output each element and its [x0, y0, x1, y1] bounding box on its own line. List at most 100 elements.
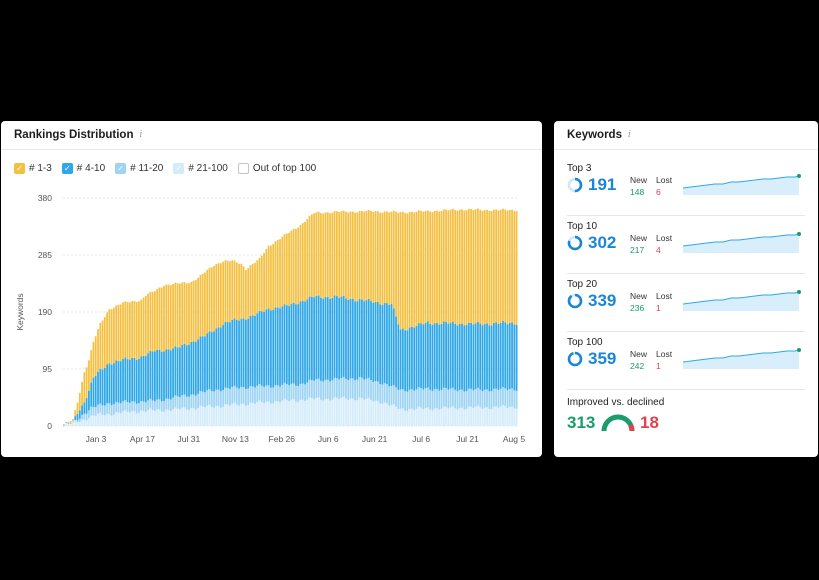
bar-segment-21-100[interactable] — [445, 406, 447, 426]
bar-segment-1-3[interactable] — [208, 267, 211, 332]
bar-segment-4-10[interactable] — [74, 416, 77, 420]
bar-segment-4-10[interactable] — [185, 345, 188, 397]
bar-segment-11-20[interactable] — [424, 388, 427, 408]
bar-segment-11-20[interactable] — [251, 386, 254, 403]
bar-segment-11-20[interactable] — [479, 389, 482, 408]
bar-segment-11-20[interactable] — [433, 389, 436, 409]
bar-segment-4-10[interactable] — [279, 308, 281, 387]
bar-segment-21-100[interactable] — [479, 407, 482, 426]
bar-segment-1-3[interactable] — [488, 211, 491, 326]
bar-segment-11-20[interactable] — [158, 399, 161, 410]
bar-segment-11-20[interactable] — [167, 398, 170, 410]
bar-segment-4-10[interactable] — [190, 341, 193, 395]
bar-segment-4-10[interactable] — [144, 356, 147, 403]
bar-segment-11-20[interactable] — [442, 387, 445, 407]
bar-segment-11-20[interactable] — [347, 380, 350, 400]
bar-segment-21-100[interactable] — [381, 403, 384, 426]
keywords-row-top100[interactable]: Top 100 359 New Lost 242 1 — [567, 331, 805, 390]
bar-segment-21-100[interactable] — [222, 406, 225, 426]
bar-segment-21-100[interactable] — [420, 407, 422, 426]
bar-segment-4-10[interactable] — [454, 323, 457, 390]
bar-segment-4-10[interactable] — [445, 322, 447, 389]
bar-segment-11-20[interactable] — [176, 396, 179, 409]
bar-segment-21-100[interactable] — [131, 410, 134, 426]
bar-segment-4-10[interactable] — [370, 301, 372, 380]
bar-segment-4-10[interactable] — [260, 311, 263, 386]
bar-segment-4-10[interactable] — [429, 323, 432, 390]
bar-segment-1-3[interactable] — [174, 282, 177, 347]
bar-segment-1-3[interactable] — [447, 210, 450, 324]
bar-segment-11-20[interactable] — [349, 378, 352, 399]
bar-segment-21-100[interactable] — [404, 410, 407, 426]
bar-segment-1-3[interactable] — [342, 210, 345, 296]
bar-segment-4-10[interactable] — [492, 322, 495, 389]
bar-segment-4-10[interactable] — [92, 377, 95, 407]
bar-segment-21-100[interactable] — [140, 410, 143, 426]
bar-segment-4-10[interactable] — [363, 301, 366, 380]
bar-segment-21-100[interactable] — [486, 407, 488, 426]
bar-segment-1-3[interactable] — [217, 263, 220, 328]
bar-segment-1-3[interactable] — [81, 381, 83, 406]
bar-segment-1-3[interactable] — [465, 210, 468, 326]
bar-segment-1-3[interactable] — [206, 269, 209, 334]
bar-segment-1-3[interactable] — [306, 219, 309, 300]
bar-segment-1-3[interactable] — [461, 209, 463, 324]
bar-segment-11-20[interactable] — [504, 388, 507, 407]
bar-segment-1-3[interactable] — [238, 263, 240, 321]
bar-segment-1-3[interactable] — [340, 211, 343, 297]
bar-segment-4-10[interactable] — [456, 325, 459, 392]
bar-segment-21-100[interactable] — [472, 407, 475, 426]
bar-segment-11-20[interactable] — [101, 405, 104, 415]
bar-segment-21-100[interactable] — [336, 397, 338, 426]
bar-segment-21-100[interactable] — [470, 406, 472, 426]
bar-segment-1-3[interactable] — [151, 291, 154, 352]
bar-segment-11-20[interactable] — [78, 418, 81, 423]
bar-segment-4-10[interactable] — [461, 323, 463, 390]
bar-segment-4-10[interactable] — [333, 295, 336, 378]
bar-segment-1-3[interactable] — [452, 208, 454, 322]
bar-segment-11-20[interactable] — [90, 406, 93, 416]
bar-segment-1-3[interactable] — [399, 212, 402, 330]
bar-segment-21-100[interactable] — [138, 412, 140, 426]
bar-segment-4-10[interactable] — [229, 322, 231, 389]
bar-segment-21-100[interactable] — [219, 407, 222, 426]
bar-segment-21-100[interactable] — [322, 400, 325, 426]
bar-segment-1-3[interactable] — [383, 211, 386, 303]
bar-segment-1-3[interactable] — [117, 304, 120, 361]
bar-segment-4-10[interactable] — [140, 356, 143, 401]
bar-segment-21-100[interactable] — [392, 404, 395, 426]
bar-segment-1-3[interactable] — [235, 262, 238, 321]
bar-segment-11-20[interactable] — [470, 388, 472, 407]
bar-segment-1-3[interactable] — [497, 210, 500, 324]
bar-segment-21-100[interactable] — [490, 409, 493, 426]
bar-segment-21-100[interactable] — [292, 399, 295, 426]
legend-item-top100[interactable]: ✓ # 21-100 — [173, 163, 228, 174]
bar-segment-1-3[interactable] — [210, 267, 213, 333]
bar-segment-1-3[interactable] — [290, 230, 293, 304]
bar-segment-1-3[interactable] — [188, 283, 190, 345]
bar-segment-11-20[interactable] — [297, 386, 300, 402]
bar-segment-21-100[interactable] — [433, 408, 436, 426]
bar-segment-21-100[interactable] — [267, 401, 270, 426]
bar-segment-11-20[interactable] — [440, 389, 443, 409]
bar-segment-4-10[interactable] — [192, 341, 195, 395]
bar-segment-21-100[interactable] — [128, 412, 131, 426]
bar-segment-4-10[interactable] — [147, 353, 149, 401]
bar-segment-1-3[interactable] — [315, 212, 318, 296]
bar-segment-4-10[interactable] — [447, 323, 450, 390]
bar-segment-1-3[interactable] — [438, 211, 441, 325]
bar-segment-4-10[interactable] — [342, 295, 345, 377]
bar-segment-11-20[interactable] — [92, 407, 95, 416]
bar-segment-1-3[interactable] — [408, 211, 411, 328]
bar-segment-1-3[interactable] — [301, 223, 304, 301]
bar-segment-21-100[interactable] — [461, 407, 463, 426]
bar-segment-4-10[interactable] — [258, 310, 261, 385]
bar-segment-21-100[interactable] — [258, 400, 261, 426]
bar-segment-4-10[interactable] — [345, 298, 347, 379]
bar-segment-4-10[interactable] — [242, 318, 245, 388]
bar-segment-21-100[interactable] — [299, 399, 302, 426]
bar-segment-11-20[interactable] — [183, 394, 186, 408]
bar-segment-21-100[interactable] — [370, 399, 372, 426]
bar-segment-21-100[interactable] — [242, 403, 245, 426]
bar-segment-21-100[interactable] — [508, 406, 511, 426]
